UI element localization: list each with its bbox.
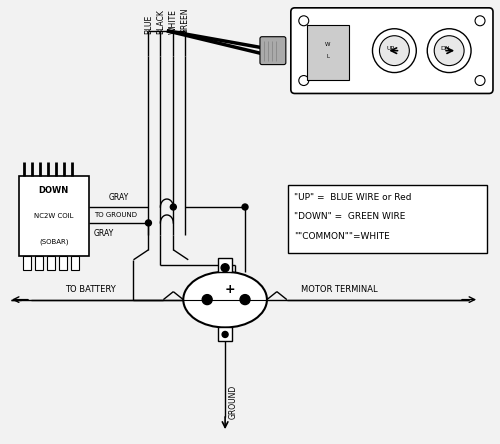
Circle shape: [428, 29, 471, 72]
Text: "UP" =  BLUE WIRE or Red: "UP" = BLUE WIRE or Red: [294, 193, 412, 202]
Circle shape: [372, 29, 416, 72]
Circle shape: [475, 75, 485, 86]
Bar: [307, 25, 348, 79]
Text: (SOBAR): (SOBAR): [39, 238, 68, 245]
Text: DN: DN: [440, 46, 450, 51]
Text: GREEN: GREEN: [181, 7, 190, 34]
Text: GROUND: GROUND: [229, 385, 238, 419]
Circle shape: [380, 36, 410, 66]
Circle shape: [222, 332, 228, 337]
Text: TO BATTERY: TO BATTERY: [66, 285, 116, 293]
Bar: [218, 258, 232, 272]
Bar: [35, 256, 43, 270]
FancyBboxPatch shape: [291, 8, 493, 94]
Text: GRAY: GRAY: [108, 193, 128, 202]
Bar: [71, 256, 78, 270]
Circle shape: [242, 204, 248, 210]
Text: TO GROUND: TO GROUND: [94, 212, 136, 218]
Bar: [288, 185, 487, 253]
Text: NC2W COIL: NC2W COIL: [34, 213, 74, 219]
Bar: [59, 256, 67, 270]
FancyBboxPatch shape: [260, 37, 286, 64]
Circle shape: [202, 295, 212, 305]
Circle shape: [146, 220, 152, 226]
Circle shape: [434, 36, 464, 66]
Text: DOWN: DOWN: [38, 186, 69, 194]
Circle shape: [299, 75, 309, 86]
Ellipse shape: [184, 272, 267, 328]
Circle shape: [475, 16, 485, 26]
Circle shape: [299, 16, 309, 26]
Text: "DOWN" =  GREEN WIRE: "DOWN" = GREEN WIRE: [294, 213, 405, 222]
Bar: [23, 256, 31, 270]
Text: ""COMMON""=WHITE: ""COMMON""=WHITE: [294, 232, 390, 242]
Text: WHITE: WHITE: [169, 9, 178, 34]
Bar: [47, 256, 55, 270]
Text: W: W: [325, 42, 330, 47]
Text: BLUE: BLUE: [144, 15, 153, 34]
Circle shape: [221, 264, 229, 272]
Text: L: L: [326, 54, 329, 59]
Bar: [218, 328, 232, 341]
Bar: [19, 176, 88, 256]
Text: UP: UP: [386, 46, 394, 51]
Circle shape: [240, 295, 250, 305]
Text: +: +: [225, 283, 235, 296]
Text: MOTOR TERMINAL: MOTOR TERMINAL: [302, 285, 378, 293]
Text: GRAY: GRAY: [94, 229, 114, 238]
Text: BLACK: BLACK: [156, 9, 165, 34]
Circle shape: [170, 204, 176, 210]
